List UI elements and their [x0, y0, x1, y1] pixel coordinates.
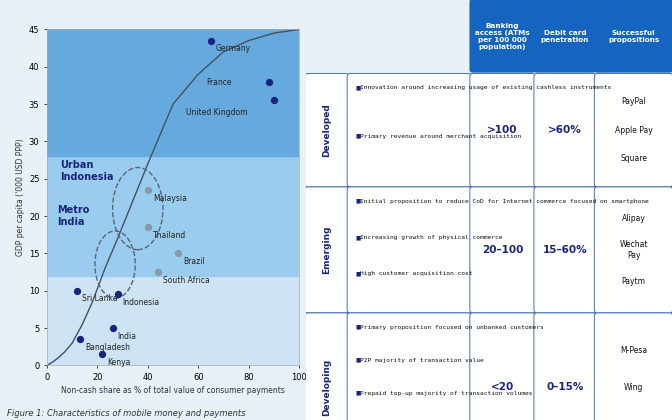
Text: South Africa: South Africa	[163, 276, 210, 285]
Point	[72, 287, 83, 294]
FancyBboxPatch shape	[305, 187, 349, 313]
FancyBboxPatch shape	[534, 187, 596, 313]
Text: Metro
India: Metro India	[57, 205, 89, 227]
Text: Kenya: Kenya	[108, 358, 131, 367]
Text: Apple Pay: Apple Pay	[615, 126, 653, 135]
Text: Initial proposition to reduce CoD for Internet commerce focused on smartphone: Initial proposition to reduce CoD for In…	[360, 199, 648, 204]
FancyBboxPatch shape	[594, 187, 672, 313]
Text: PayPal: PayPal	[621, 97, 646, 106]
Text: M-Pesa: M-Pesa	[620, 346, 647, 354]
Text: Primary revenue around merchant acquisition: Primary revenue around merchant acquisit…	[360, 134, 521, 139]
FancyBboxPatch shape	[305, 74, 349, 187]
Text: Increasing growth of physical commerce: Increasing growth of physical commerce	[360, 235, 502, 240]
Text: Square: Square	[620, 154, 647, 163]
Text: Alipay: Alipay	[622, 214, 646, 223]
Text: Brazil: Brazil	[183, 257, 205, 266]
Point	[107, 325, 118, 331]
Text: Sri Lanka: Sri Lanka	[82, 294, 118, 304]
FancyBboxPatch shape	[470, 313, 536, 420]
Text: Wing: Wing	[624, 383, 643, 392]
Text: Figure 1: Characteristics of mobile money and payments: Figure 1: Characteristics of mobile mone…	[7, 409, 245, 418]
Text: Debit card
penetration: Debit card penetration	[541, 30, 589, 43]
FancyBboxPatch shape	[347, 187, 471, 313]
Text: Germany: Germany	[216, 45, 251, 53]
Text: ■: ■	[355, 358, 360, 363]
Bar	[47, 156, 299, 276]
Text: Thailand: Thailand	[153, 231, 186, 240]
Text: ■: ■	[355, 134, 360, 139]
Text: 0–15%: 0–15%	[546, 383, 583, 392]
Point	[173, 250, 183, 257]
Text: India: India	[118, 332, 136, 341]
Bar	[47, 276, 299, 365]
FancyBboxPatch shape	[594, 313, 672, 420]
X-axis label: Non-cash share as % of total value of consumer payments: Non-cash share as % of total value of co…	[61, 386, 285, 395]
Text: High customer acquisition cost: High customer acquisition cost	[360, 271, 472, 276]
Bar	[47, 29, 299, 156]
Text: ■: ■	[355, 391, 360, 396]
Text: Prepaid top-up majority of transaction volumes: Prepaid top-up majority of transaction v…	[360, 391, 532, 396]
FancyBboxPatch shape	[534, 74, 596, 187]
Text: Wechat
Pay: Wechat Pay	[620, 240, 648, 260]
FancyBboxPatch shape	[470, 187, 536, 313]
FancyBboxPatch shape	[594, 0, 672, 73]
FancyBboxPatch shape	[305, 313, 349, 420]
FancyBboxPatch shape	[470, 74, 536, 187]
Point	[97, 351, 108, 357]
Text: Developed: Developed	[323, 103, 331, 157]
Point	[263, 78, 274, 85]
Point	[269, 97, 280, 104]
Text: Innovation around increasing usage of existing cashless instruments: Innovation around increasing usage of ex…	[360, 85, 611, 90]
Text: 20–100: 20–100	[482, 245, 523, 255]
FancyBboxPatch shape	[594, 74, 672, 187]
Text: Paytm: Paytm	[622, 277, 646, 286]
Point	[142, 186, 153, 193]
FancyBboxPatch shape	[470, 0, 536, 73]
FancyBboxPatch shape	[534, 0, 596, 73]
Text: Successful
propositions: Successful propositions	[608, 30, 659, 43]
Text: ■: ■	[355, 85, 360, 90]
FancyBboxPatch shape	[347, 313, 471, 420]
Text: ■: ■	[355, 235, 360, 240]
Text: ■: ■	[355, 199, 360, 204]
Text: United Kingdom: United Kingdom	[185, 108, 247, 117]
Text: ■: ■	[355, 271, 360, 276]
Point	[153, 269, 163, 276]
Point	[206, 37, 216, 44]
Text: Developing: Developing	[323, 359, 331, 416]
FancyBboxPatch shape	[347, 74, 471, 187]
Point	[112, 291, 123, 298]
Text: Primary proposition focused on unbanked customers: Primary proposition focused on unbanked …	[360, 325, 544, 330]
Text: Banking
access (ATMs
per 100 000
population): Banking access (ATMs per 100 000 populat…	[475, 23, 530, 50]
Point	[75, 336, 85, 343]
Text: Urban
Indonesia: Urban Indonesia	[60, 160, 113, 182]
Text: Indonesia: Indonesia	[122, 298, 160, 307]
Text: >60%: >60%	[548, 125, 582, 135]
Point	[142, 224, 153, 231]
Text: >100: >100	[487, 125, 518, 135]
Text: ■: ■	[355, 325, 360, 330]
Y-axis label: GDP per capita ('000 USD PPP): GDP per capita ('000 USD PPP)	[15, 139, 25, 256]
Text: Bangladesh: Bangladesh	[85, 343, 130, 352]
Text: 15–60%: 15–60%	[542, 245, 587, 255]
FancyBboxPatch shape	[534, 313, 596, 420]
Text: P2P majority of transaction value: P2P majority of transaction value	[360, 358, 483, 363]
Text: France: France	[206, 78, 231, 87]
Text: Malaysia: Malaysia	[153, 194, 187, 203]
Text: <20: <20	[491, 383, 514, 392]
Text: Emerging: Emerging	[323, 226, 331, 274]
